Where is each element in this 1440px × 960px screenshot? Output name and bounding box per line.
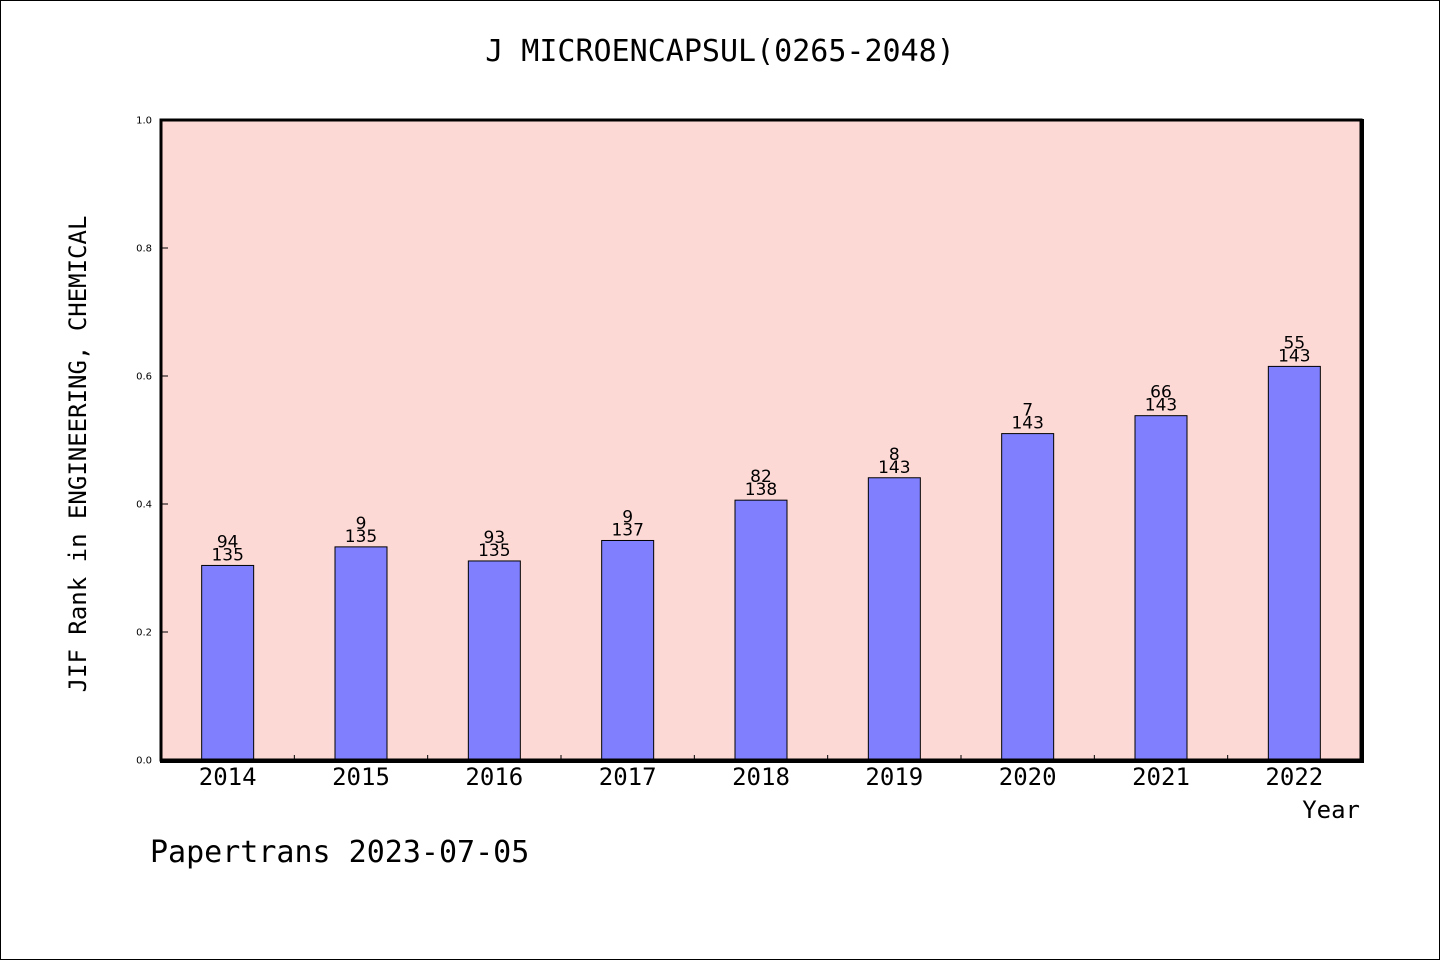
bar-total-label: 135 — [345, 527, 377, 547]
bar — [601, 539, 655, 761]
x-tick-label: 2014 — [199, 763, 257, 791]
bar — [867, 477, 921, 761]
y-tick-label: 0.6 — [136, 372, 152, 383]
y-axis-label: JIF Rank in ENGINEERING, CHEMICAL — [64, 215, 92, 693]
bar-rank-label: 8 — [889, 445, 900, 465]
bar-total-label: 143 — [878, 458, 910, 478]
bar-rank-label: 9 — [622, 507, 633, 527]
x-tick-label: 2018 — [732, 763, 790, 791]
x-tick-label: 2019 — [865, 763, 923, 791]
bar-total-label: 135 — [478, 541, 510, 561]
bar-rank-label: 9 — [356, 514, 367, 534]
bar — [1134, 415, 1188, 761]
chart-title: J MICROENCAPSUL(0265-2048) — [485, 34, 955, 69]
x-axis-label: Year — [1302, 796, 1360, 824]
bar — [1267, 365, 1321, 761]
bar-total-label: 143 — [1011, 414, 1043, 434]
bar-rank-label: 93 — [484, 528, 506, 548]
bar-total-label: 138 — [745, 480, 777, 500]
y-tick-label: 1.0 — [136, 116, 152, 127]
x-tick-label: 2020 — [999, 763, 1057, 791]
x-tick-label: 2016 — [465, 763, 523, 791]
bar — [734, 499, 788, 761]
x-tick-label: 2015 — [332, 763, 390, 791]
y-tick-label: 0.0 — [136, 756, 152, 767]
bar-total-label: 137 — [611, 520, 643, 540]
x-tick-label: 2017 — [599, 763, 657, 791]
bar-total-label: 143 — [1145, 396, 1177, 416]
bar — [1001, 433, 1055, 761]
bar-total-label: 135 — [211, 545, 243, 565]
bar-rank-label: 55 — [1284, 333, 1306, 353]
watermark-text: Papertrans 2023-07-05 — [150, 835, 530, 870]
bar-rank-label: 94 — [217, 532, 239, 552]
y-tick-label: 0.8 — [136, 244, 152, 255]
y-tick-label: 0.2 — [136, 628, 152, 639]
bar-rank-label: 66 — [1150, 383, 1172, 403]
bar-total-label: 143 — [1278, 346, 1310, 366]
bar — [334, 546, 388, 761]
bar-rank-label: 82 — [750, 467, 772, 487]
y-tick-label: 0.4 — [136, 500, 152, 511]
x-tick-label: 2022 — [1265, 763, 1323, 791]
bar-rank-label: 7 — [1022, 401, 1033, 421]
x-tick-label: 2021 — [1132, 763, 1190, 791]
plot-border — [159, 118, 1363, 762]
bar — [467, 560, 521, 761]
bar — [201, 564, 255, 761]
